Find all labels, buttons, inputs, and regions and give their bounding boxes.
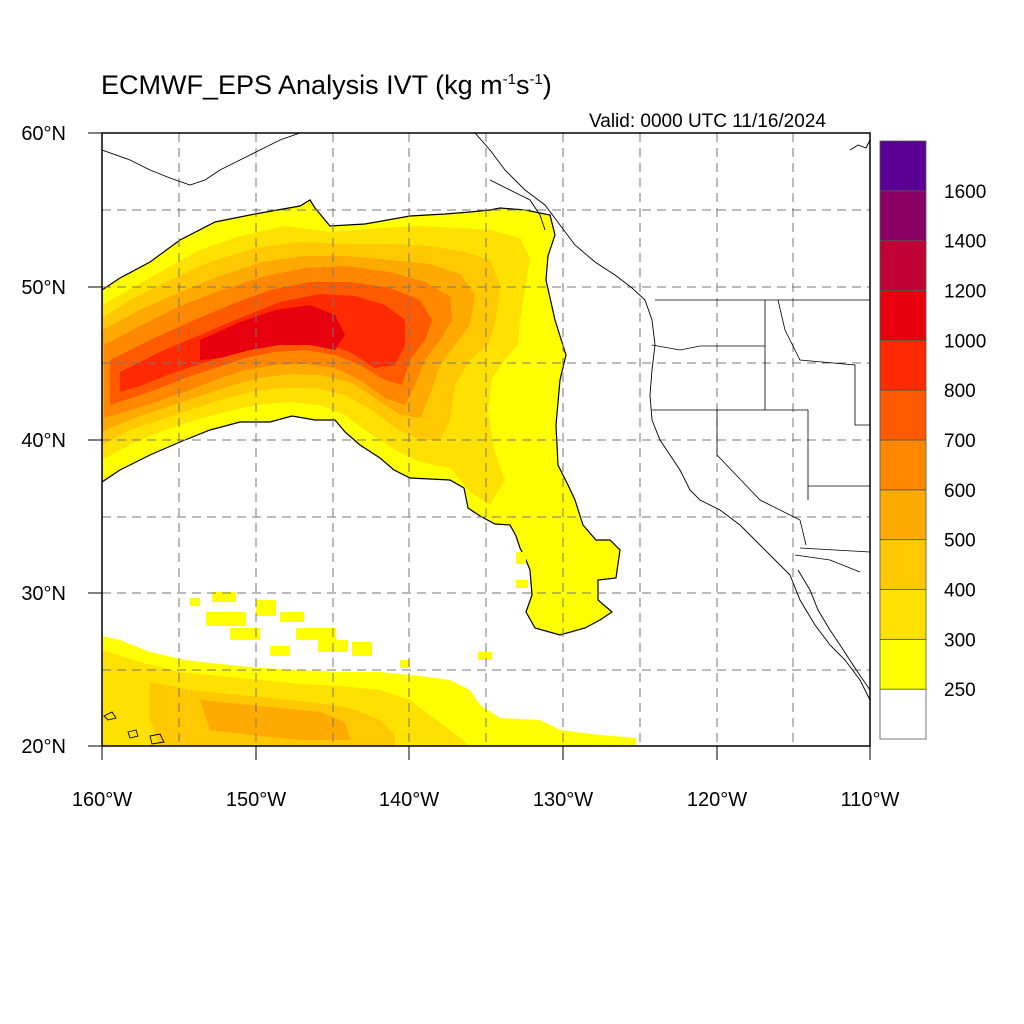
- colorbar-label: 1400: [944, 232, 986, 253]
- lon-label-130: 130°W: [533, 789, 593, 811]
- lat-label-60: 60°N: [21, 123, 66, 145]
- lat-label-50: 50°N: [21, 277, 66, 299]
- ivt-band-1000: [200, 305, 345, 360]
- wa-or-border: [651, 344, 765, 351]
- colorbar-label: 500: [944, 531, 976, 552]
- colorbar-swatch: [879, 190, 927, 242]
- colorbar-swatch: [879, 539, 927, 590]
- lon-label-160: 160°W: [72, 789, 132, 811]
- lon-label-110: 110°W: [841, 789, 900, 811]
- valid-time-label: Valid: 0000 UTC 11/16/2024: [589, 111, 826, 132]
- colorbar-swatch: [879, 489, 927, 541]
- colorbar-label: 1000: [944, 331, 986, 352]
- colorbar-swatch: [879, 389, 927, 441]
- alaska-coast: [102, 133, 301, 186]
- lat-label-30: 30°N: [21, 583, 66, 605]
- colorbar-swatch: [879, 290, 927, 341]
- colorbar-swatch: [879, 589, 927, 640]
- colorbar-label: 250: [944, 680, 976, 701]
- map-title: ECMWF_EPS Analysis IVT (kg m-1s-1): [101, 70, 552, 100]
- latitude-labels: 60°N 50°N 40°N 30°N 20°N: [21, 123, 66, 758]
- colorbar-label: 700: [944, 431, 976, 452]
- ivt-speckles: [190, 552, 528, 668]
- colorbar-swatch: [879, 638, 927, 690]
- lon-label-150: 150°W: [226, 789, 286, 811]
- colorbar-swatch: [879, 140, 927, 192]
- gulf-of-alaska-shore: [849, 139, 870, 151]
- longitude-labels: 160°W 150°W 140°W 130°W 120°W 110°W: [72, 789, 900, 811]
- tick-marks: [88, 132, 871, 760]
- political-boundaries: [651, 299, 870, 573]
- lat-label-20: 20°N: [21, 736, 66, 758]
- colorbar-label: 300: [944, 630, 976, 651]
- lat-label-40: 40°N: [21, 430, 66, 452]
- graticule: [102, 133, 870, 746]
- west-coast-coastline: [474, 133, 870, 701]
- colorbar-label: 1600: [944, 182, 986, 203]
- coastlines: [102, 133, 870, 745]
- ivt-field: [102, 199, 636, 746]
- colorbar: 250 300 400 500 600 700 800 1000 1200 1400 1600: [879, 140, 986, 740]
- ca-nv-border: [716, 410, 807, 546]
- colorbar-label: 1200: [944, 282, 986, 303]
- colorbar-swatch: [879, 240, 927, 291]
- colorbar-label: 800: [944, 381, 976, 402]
- hawaii-islands: [103, 711, 165, 745]
- colorbar-swatch: [879, 439, 927, 491]
- baja-coastline: [797, 569, 870, 691]
- lon-label-120: 120°W: [687, 789, 747, 811]
- colorbar-label: 400: [944, 581, 976, 602]
- ivt-south-band-500: [200, 700, 350, 740]
- bc-islands: [489, 179, 546, 231]
- colorbar-swatch: [879, 688, 927, 740]
- colorbar-swatch: [879, 339, 927, 391]
- colorbar-label: 600: [944, 481, 976, 502]
- az-border: [799, 547, 870, 553]
- lon-label-140: 140°W: [379, 789, 439, 811]
- mt-id-border: [777, 299, 870, 426]
- mx-border: [794, 554, 861, 573]
